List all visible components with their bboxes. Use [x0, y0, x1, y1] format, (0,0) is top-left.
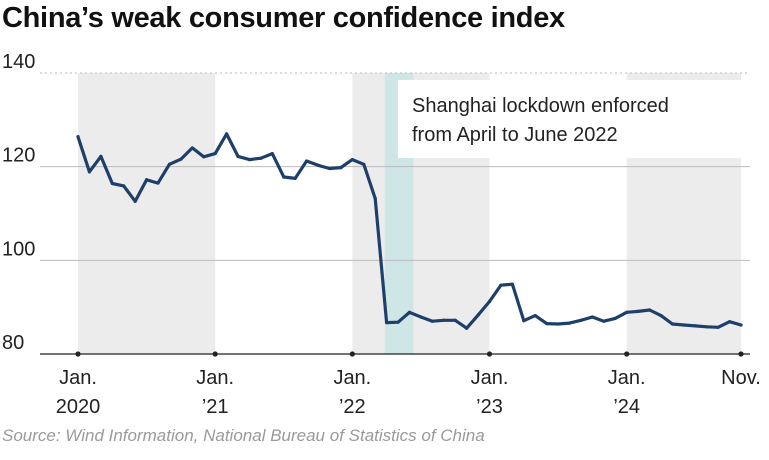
data-point	[510, 282, 514, 286]
x-tick-label-year: ’23	[476, 396, 503, 418]
data-point	[156, 181, 160, 185]
gridlines	[40, 72, 750, 355]
x-tick-label: Jan.	[333, 367, 371, 389]
data-point	[465, 326, 469, 330]
data-point	[590, 315, 594, 319]
data-point	[567, 321, 572, 325]
x-tick-label: Jan.	[471, 367, 509, 389]
data-point	[179, 157, 183, 161]
data-point	[647, 308, 652, 312]
data-point	[167, 162, 172, 166]
source-note: Source: Wind Information, National Burea…	[2, 426, 485, 445]
y-tick-label: 100	[2, 238, 35, 260]
data-point	[545, 321, 549, 326]
data-point	[247, 158, 252, 162]
data-point	[419, 315, 423, 319]
x-tick-label-year: ’22	[339, 396, 366, 418]
data-point	[213, 151, 217, 156]
annotation-line-1: Shanghai lockdown enforced	[412, 95, 669, 117]
data-point	[87, 170, 92, 174]
x-tick-label: Jan.	[59, 367, 97, 389]
data-point	[556, 322, 560, 326]
y-tick-label: 140	[2, 51, 35, 73]
series-layer	[76, 132, 743, 330]
annotation-box: Shanghai lockdown enforced from April to…	[398, 80, 752, 158]
y-axis-ticks: 80 100 120 140	[2, 51, 35, 354]
data-point	[716, 325, 720, 329]
data-point	[225, 132, 229, 136]
data-point	[282, 175, 286, 179]
x-tick-label-year: ’24	[613, 396, 640, 418]
x-tick-mark	[75, 351, 81, 357]
x-tick-mark	[624, 351, 630, 357]
x-tick-label: Nov.	[721, 367, 761, 389]
data-point	[670, 322, 675, 326]
data-point	[259, 156, 263, 160]
x-tick-label: Jan.	[196, 367, 234, 389]
y-tick-label: 80	[2, 332, 24, 354]
data-point	[144, 178, 149, 182]
year-shading	[78, 73, 216, 354]
data-point	[659, 313, 663, 318]
data-point	[396, 320, 400, 324]
data-point	[327, 166, 332, 171]
data-point	[76, 135, 80, 139]
data-point	[682, 323, 686, 327]
data-point	[202, 155, 206, 159]
chart-title: China’s weak consumer confidence index	[2, 2, 565, 34]
data-point	[407, 310, 412, 314]
data-point	[110, 181, 114, 186]
data-point	[339, 166, 343, 170]
data-point	[613, 316, 617, 321]
x-tick-label-year: ’21	[202, 396, 229, 418]
x-tick-label: Jan.	[608, 367, 646, 389]
data-point	[236, 154, 240, 158]
data-point	[636, 309, 640, 313]
data-point	[442, 318, 446, 322]
data-point	[522, 319, 526, 323]
data-point	[602, 319, 606, 323]
data-point	[190, 146, 194, 150]
data-point	[727, 320, 732, 324]
data-point	[133, 199, 137, 203]
data-point	[430, 319, 434, 323]
data-point	[316, 163, 320, 167]
x-tick-mark	[349, 351, 355, 357]
data-point	[579, 318, 583, 322]
data-point	[453, 318, 457, 322]
data-point	[122, 184, 126, 188]
data-point	[270, 151, 274, 156]
data-point	[293, 176, 297, 180]
data-point	[350, 158, 354, 162]
data-point	[373, 196, 377, 201]
data-point	[693, 324, 697, 328]
annotation-background	[398, 80, 752, 158]
x-tick-mark	[486, 351, 493, 357]
data-point	[305, 159, 309, 163]
x-axis-ticks: Jan. 2020 Jan. ’21 Jan. ’22 Jan. ’23 Jan. ’24 Nov.	[56, 351, 761, 418]
data-point	[362, 162, 366, 166]
data-point	[487, 299, 492, 304]
y-tick-label: 120	[2, 145, 35, 167]
annotation-line-2: from April to June 2022	[412, 124, 618, 146]
data-point	[499, 283, 503, 287]
x-tick-mark	[212, 351, 218, 357]
x-tick-label-year: 2020	[56, 396, 101, 418]
data-point	[705, 325, 709, 329]
data-point	[99, 154, 103, 158]
data-point	[385, 321, 389, 325]
data-point	[739, 323, 743, 327]
data-point	[476, 313, 480, 317]
x-tick-mark	[738, 351, 744, 357]
data-point	[533, 313, 537, 318]
data-point	[625, 310, 629, 314]
